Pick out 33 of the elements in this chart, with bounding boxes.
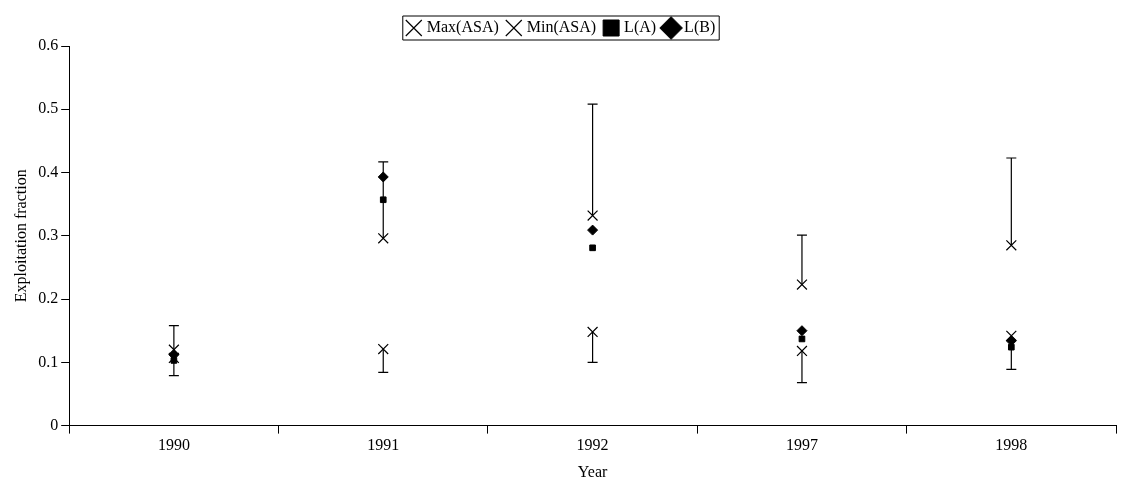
legend-label: L(A): [624, 18, 657, 37]
y-tick-label: 0.5: [38, 99, 59, 117]
x-tick-label: 1991: [367, 436, 400, 454]
x-tick-label: 1998: [995, 436, 1028, 454]
legend-label: L(B): [684, 18, 716, 37]
point: [1005, 330, 1017, 342]
point: [589, 244, 596, 252]
point: [587, 210, 599, 222]
point: [587, 326, 599, 338]
point: [796, 278, 808, 291]
x-tick-label: 1992: [576, 436, 609, 454]
point: [1005, 239, 1017, 251]
y-axis-title: Exploitation fraction: [11, 169, 30, 303]
point: [377, 232, 389, 244]
point: [796, 345, 808, 357]
x-tick-label: 1997: [785, 436, 818, 454]
legend-label: Max(ASA): [426, 18, 499, 37]
point: [1007, 343, 1015, 351]
y-tick-label: 0.4: [38, 162, 59, 180]
y-tick-label: 0.1: [38, 352, 59, 370]
legend-label: Min(ASA): [526, 18, 597, 37]
point: [798, 335, 806, 343]
point: [587, 224, 599, 236]
x-axis-title: Year: [577, 462, 609, 480]
y-tick-label: 0.6: [38, 36, 59, 54]
point: [377, 343, 389, 355]
y-tick-label: 0.2: [38, 289, 59, 307]
y-tick-label: 0.3: [38, 226, 59, 243]
point: [796, 325, 808, 337]
point: [379, 196, 387, 204]
y-tick-label: 0: [50, 415, 59, 433]
point: [377, 171, 389, 183]
x-tick-label: 1990: [157, 436, 190, 454]
